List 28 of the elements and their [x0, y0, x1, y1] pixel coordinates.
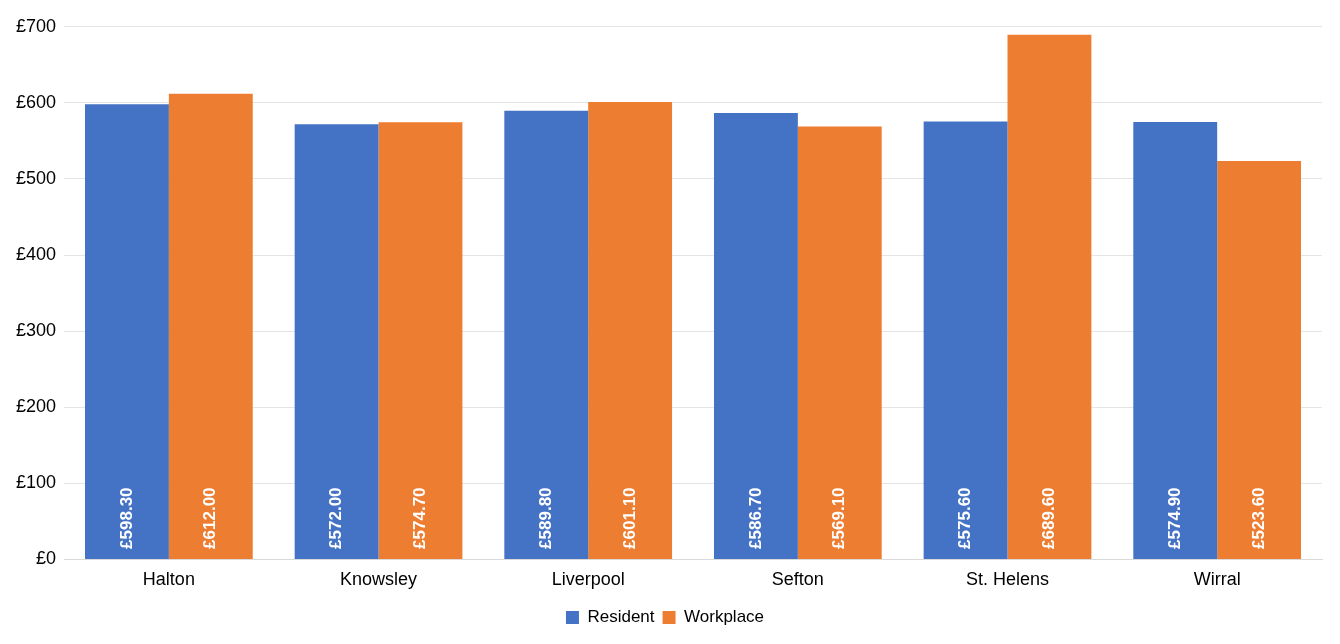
- data-label: £574.70: [410, 487, 430, 549]
- data-label: £589.80: [535, 487, 555, 549]
- y-tick-label: £400: [16, 244, 57, 265]
- data-label: £523.60: [1248, 487, 1268, 549]
- data-label: £574.90: [1164, 487, 1184, 549]
- y-tick-label: £500: [16, 167, 57, 188]
- x-tick-label: Liverpool: [551, 569, 625, 590]
- legend-label: Resident: [587, 607, 655, 627]
- y-tick-label: £300: [16, 320, 57, 341]
- data-label: £572.00: [326, 487, 346, 549]
- y-tick-label: £700: [16, 15, 57, 36]
- data-label: £689.60: [1039, 487, 1059, 549]
- data-label: £575.60: [955, 487, 975, 549]
- legend-label: Workplace: [684, 607, 765, 627]
- y-tick-label: £0: [36, 548, 57, 569]
- data-label: £586.70: [745, 487, 765, 549]
- x-tick-label: St. Helens: [965, 569, 1050, 590]
- x-tick-label: Sefton: [771, 569, 824, 590]
- data-label: £598.30: [116, 487, 136, 549]
- y-tick-label: £100: [16, 472, 57, 493]
- x-tick-label: Halton: [142, 569, 195, 590]
- data-label: £569.10: [829, 487, 849, 549]
- y-tick-label: £200: [16, 396, 57, 417]
- data-label: £612.00: [200, 487, 220, 549]
- x-tick-label: Knowsley: [340, 569, 418, 590]
- y-tick-label: £600: [16, 91, 57, 112]
- data-label: £601.10: [619, 487, 639, 549]
- x-tick-label: Wirral: [1193, 569, 1241, 590]
